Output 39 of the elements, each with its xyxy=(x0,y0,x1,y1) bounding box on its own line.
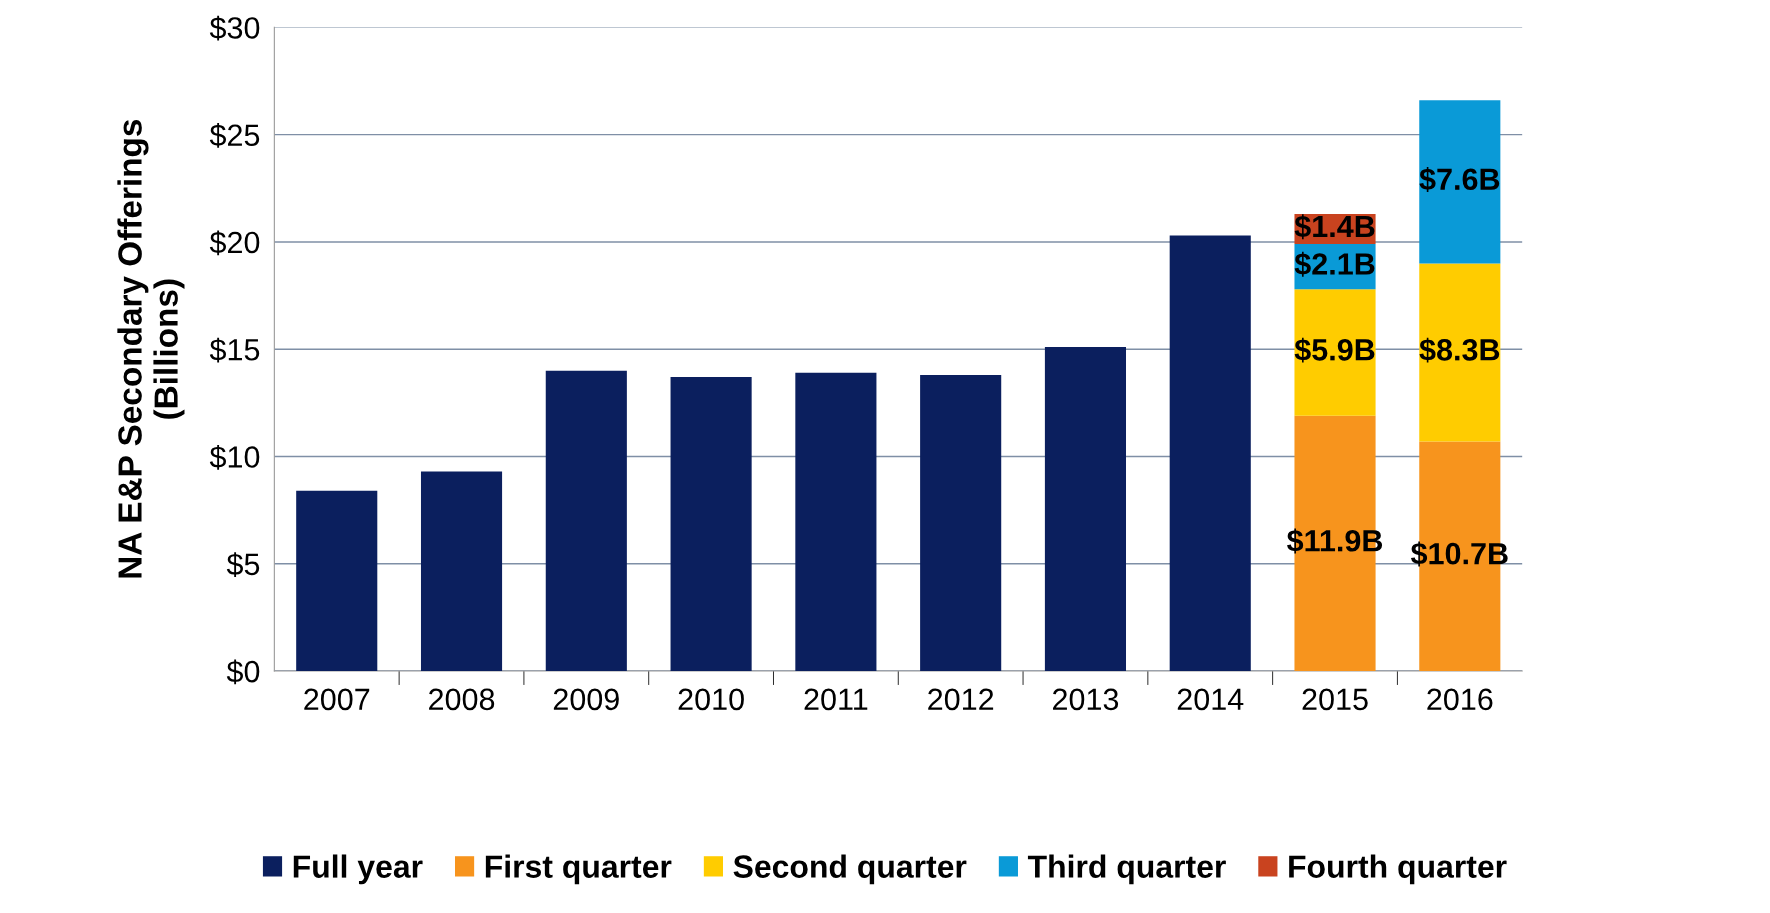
bar xyxy=(1294,289,1376,416)
data-label: $5.9B xyxy=(1294,337,1375,363)
bar xyxy=(1419,263,1501,442)
y-tick-label: $25 xyxy=(209,123,260,148)
data-label: $1.4B xyxy=(1294,214,1375,240)
data-label: $2.1B xyxy=(1294,251,1375,277)
bar xyxy=(795,372,877,672)
bar xyxy=(1169,235,1251,672)
x-tick-label: 2015 xyxy=(1302,688,1368,711)
legend-label: Second quarter xyxy=(733,854,967,885)
x-tick-label: 2010 xyxy=(678,688,744,711)
x-tick-label: 2009 xyxy=(553,688,619,711)
y-tick-label: $5 xyxy=(226,552,260,577)
y-tick-label: $30 xyxy=(209,15,260,41)
x-tick-label: 2016 xyxy=(1427,688,1493,711)
data-label: $8.3B xyxy=(1419,337,1500,363)
bar xyxy=(545,370,627,672)
legend-label: Full year xyxy=(293,854,423,885)
legend-label: Fourth quarter xyxy=(1289,854,1507,885)
bar xyxy=(920,374,1002,672)
legend-label: First quarter xyxy=(485,854,672,885)
legend-label: Third quarter xyxy=(1027,854,1226,885)
bar xyxy=(1044,347,1127,672)
y-tick-label: $15 xyxy=(209,337,260,363)
x-tick-label: 2013 xyxy=(1053,688,1119,711)
x-tick-label: 2014 xyxy=(1177,688,1244,711)
x-tick-label: 2012 xyxy=(928,688,994,711)
y-tick-label: $0 xyxy=(226,659,260,685)
y-axis-title: NA E&P Secondary Offerings (Billions) xyxy=(117,119,185,578)
y-tick-label: $20 xyxy=(209,230,260,256)
bar xyxy=(420,471,503,672)
x-tick-label: 2008 xyxy=(429,688,495,711)
bar xyxy=(1419,100,1501,264)
y-tick-label: $10 xyxy=(209,444,260,470)
data-label: $7.6B xyxy=(1419,167,1500,193)
x-tick-label: 2007 xyxy=(304,688,370,711)
bar xyxy=(670,377,752,672)
x-tick-label: 2011 xyxy=(804,688,868,711)
bar xyxy=(296,490,378,672)
